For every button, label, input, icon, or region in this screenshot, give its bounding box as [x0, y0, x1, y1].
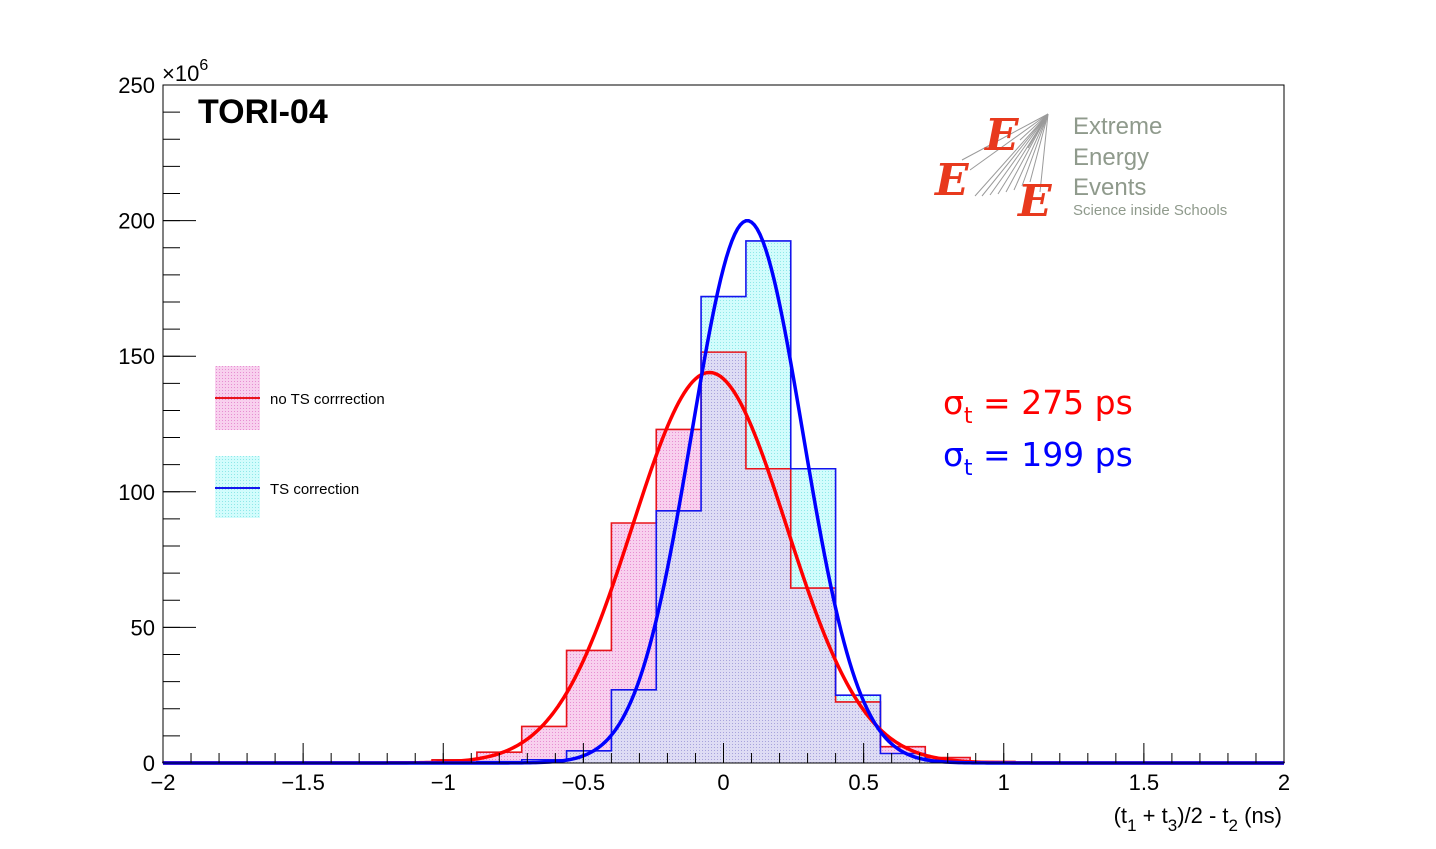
- logo-rays: [961, 113, 1049, 197]
- legend: no TS corrrection TS correction: [215, 366, 385, 518]
- x-tick-label: −2: [150, 770, 175, 795]
- bin-fill-overlap: [656, 510, 702, 763]
- sigma-annotation-no-ts: σt = 275 ps: [943, 383, 1133, 429]
- x-tick-label: 0.5: [848, 770, 879, 795]
- logo-letter-e-right: E: [1016, 176, 1053, 227]
- y-tick-label: 200: [118, 209, 155, 234]
- chart-title: TORI-04: [198, 93, 328, 131]
- bin-fill-overlap: [790, 588, 836, 763]
- y-tick-label: 100: [118, 480, 155, 505]
- logo-tagline: Science inside Schools: [1073, 202, 1227, 219]
- x-axis-label: (t1 + t3)/2 - t2 (ns): [1114, 803, 1282, 835]
- x-tick-label: 2: [1278, 770, 1290, 795]
- bin-fill-overlap: [880, 753, 926, 763]
- y-tick-label: 150: [118, 344, 155, 369]
- bin-fill-no-ts: [521, 726, 567, 760]
- eee-logo: E E E Extreme Energy Events Science insi…: [933, 110, 1227, 227]
- y-tick-label: 0: [143, 751, 155, 776]
- logo-line-extreme: Extreme: [1073, 113, 1162, 140]
- y-tick-label: 50: [131, 615, 155, 640]
- bin-fill-ts: [745, 240, 791, 469]
- bin-fill-no-ts: [656, 429, 702, 511]
- x-tick-label: 1.5: [1129, 770, 1160, 795]
- x-tick-label: −1: [431, 770, 456, 795]
- bin-fill-overlap: [566, 750, 612, 763]
- logo-letter-e-left: E: [933, 155, 970, 206]
- x-tick-label: 0: [717, 770, 729, 795]
- x-axis: −2 −1.5 −1 −0.5 0 0.5 1 1.5 2: [150, 743, 1290, 795]
- x-tick-label: −1.5: [281, 770, 324, 795]
- logo-line-events: Events: [1073, 174, 1146, 201]
- y-axis-exponent: ×106: [162, 57, 208, 86]
- legend-label-ts: TS correction: [270, 481, 359, 498]
- x-tick-label: 1: [998, 770, 1010, 795]
- bin-fill-no-ts: [611, 522, 657, 690]
- legend-entry-ts-correction: TS correction: [215, 456, 359, 518]
- y-tick-label: 250: [118, 73, 155, 98]
- bin-fill-overlap: [835, 701, 881, 763]
- bin-fill-ts: [835, 695, 881, 702]
- x-tick-label: −0.5: [562, 770, 605, 795]
- y-axis: 0 50 100 150 200 250: [118, 73, 196, 776]
- logo-line-energy: Energy: [1073, 144, 1149, 171]
- sigma-annotation-ts: σt = 199 ps: [943, 435, 1133, 481]
- logo-letter-e-top: E: [983, 110, 1020, 161]
- legend-label-no-ts: no TS corrrection: [270, 391, 385, 408]
- bin-fill-overlap: [701, 352, 746, 763]
- histogram-fills: [163, 240, 1284, 763]
- bin-fill-no-ts: [566, 650, 612, 751]
- legend-entry-no-ts-correction: no TS corrrection: [215, 366, 385, 430]
